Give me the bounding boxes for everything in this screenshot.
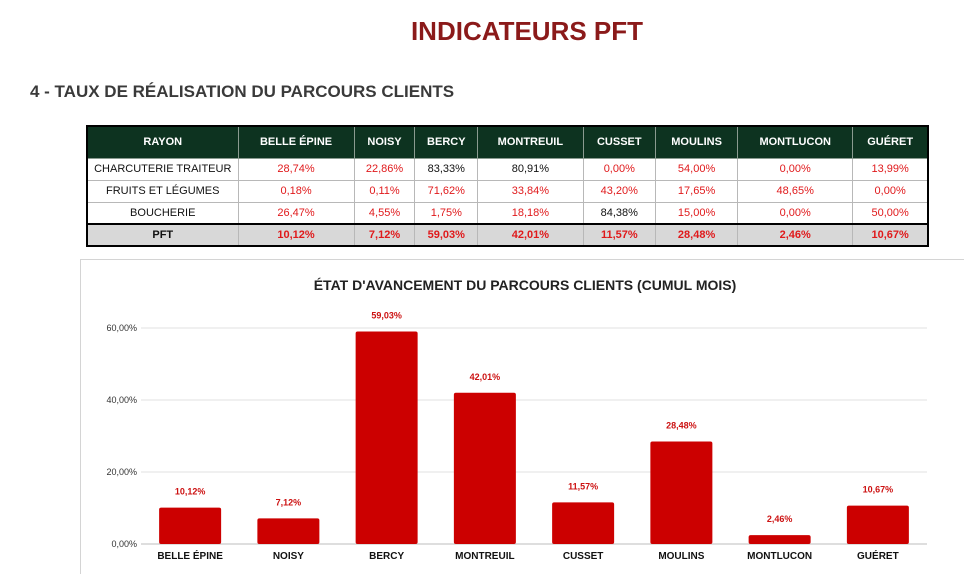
table-row: FRUITS ET LÉGUMES 0,18% 0,11% 71,62% 33,84% 4… [86,179,929,203]
table-cell: 28,74% [237,157,355,181]
table-cell: 7,12% [353,223,416,247]
column-header: NOISY [353,125,416,159]
bar [650,441,713,544]
table-cell: 15,00% [655,201,739,225]
x-tick-label: CUSSET [563,551,604,562]
data-label: 10,67% [863,485,894,495]
table-cell: 17,65% [655,179,739,203]
table-cell: 0,00% [737,157,854,181]
table-cell: 10,12% [237,223,355,247]
bar [846,505,909,544]
bar [355,331,418,544]
row-label: BOUCHERIE [86,201,239,225]
table-row: PFT 10,12% 7,12% 59,03% 42,01% 11,57% 28,48% 2,… [86,223,929,247]
x-tick-label: MONTLUCON [747,551,812,562]
column-header: MOULINS [655,125,739,159]
y-tick-label: 20,00% [106,467,137,477]
table-cell: 48,65% [737,179,854,203]
column-header: CUSSET [582,125,657,159]
table-cell: 13,99% [852,157,929,181]
data-table: RAYON BELLE ÉPINE NOISY BERCY MONTREUIL CUSSE… [86,125,929,247]
page-title: INDICATEURS PFT [410,16,644,46]
x-tick-label: BERCY [369,551,404,562]
table-cell: 28,48% [655,223,739,247]
y-tick-label: 60,00% [106,323,137,333]
data-label: 59,03% [371,310,402,320]
table-cell: 0,11% [353,179,416,203]
data-label: 10,12% [175,487,206,497]
table-cell: 43,20% [582,179,657,203]
table-row: CHARCUTERIE TRAITEUR 28,74% 22,86% 83,33% 80… [86,157,929,181]
table-cell: 83,33% [414,157,479,181]
row-label: PFT [86,223,239,247]
row-label: CHARCUTERIE TRAITEUR [86,157,239,181]
data-label: 7,12% [276,497,302,507]
chart-container: ÉTAT D'AVANCEMENT DU PARCOURS CLIENTS (C… [80,259,964,574]
table-cell: 33,84% [477,179,584,203]
row-label: FRUITS ET LÉGUMES [86,179,239,203]
bar [257,518,320,544]
x-tick-label: GUÉRET [857,549,899,562]
table-header-row: RAYON BELLE ÉPINE NOISY BERCY MONTREUIL CUSSE… [86,125,929,159]
table-cell: 22,86% [353,157,416,181]
column-header: MONTLUCON [737,125,854,159]
bar [748,535,811,544]
table-cell: 84,38% [582,201,657,225]
table-cell: 0,18% [237,179,355,203]
table-cell: 0,00% [582,157,657,181]
x-tick-label: MONTREUIL [455,551,514,562]
table-cell: 59,03% [414,223,479,247]
table-cell: 50,00% [852,201,929,225]
data-label: 42,01% [470,372,501,382]
table-cell: 18,18% [477,201,584,225]
bar [159,507,222,544]
table-cell: 11,57% [582,223,657,247]
column-header: GUÉRET [852,125,929,159]
data-label: 28,48% [666,420,697,430]
table-cell: 10,67% [852,223,929,247]
bar [453,392,516,544]
table-cell: 54,00% [655,157,739,181]
column-header: MONTREUIL [477,125,584,159]
x-tick-label: BELLE ÉPINE [157,549,223,562]
table-cell: 2,46% [737,223,854,247]
x-tick-label: NOISY [273,551,304,562]
table-cell: 4,55% [353,201,416,225]
chart-title: ÉTAT D'AVANCEMENT DU PARCOURS CLIENTS (C… [314,277,737,293]
table-cell: 0,00% [737,201,854,225]
column-header: BERCY [414,125,479,159]
table-cell: 71,62% [414,179,479,203]
table-cell: 1,75% [414,201,479,225]
table-cell: 26,47% [237,201,355,225]
bar [552,502,615,544]
table-cell: 80,91% [477,157,584,181]
x-tick-label: MOULINS [658,551,704,562]
data-label: 2,46% [767,514,793,524]
table-cell: 0,00% [852,179,929,203]
y-tick-label: 0,00% [111,539,137,549]
column-header: RAYON [86,125,239,159]
bar-chart: ÉTAT D'AVANCEMENT DU PARCOURS CLIENTS (C… [106,277,927,562]
data-label: 11,57% [568,481,598,491]
column-header: BELLE ÉPINE [237,125,355,159]
y-tick-label: 40,00% [106,395,137,405]
table-row: BOUCHERIE 26,47% 4,55% 1,75% 18,18% 84,38% 15,… [86,201,929,225]
table-cell: 42,01% [477,223,584,247]
section-title: 4 - TAUX DE RÉALISATION DU PARCOURS CLIE… [30,82,455,101]
